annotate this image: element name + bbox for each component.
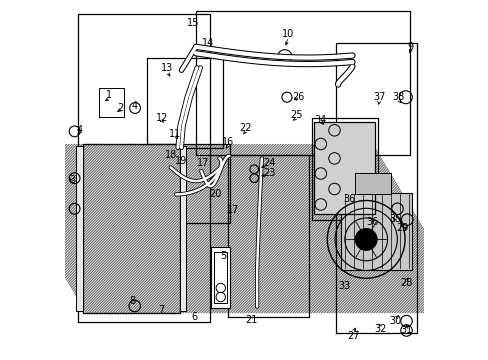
Text: 27: 27: [346, 330, 359, 341]
Text: 6: 6: [191, 312, 198, 322]
Circle shape: [355, 229, 376, 250]
Text: 7: 7: [158, 305, 164, 315]
Text: 37: 37: [372, 92, 385, 102]
Bar: [76, 146, 82, 311]
Text: 16: 16: [222, 137, 234, 147]
Text: 36: 36: [343, 194, 355, 204]
Text: 17: 17: [226, 204, 239, 215]
Text: 23: 23: [262, 168, 275, 178]
Text: 21: 21: [244, 315, 257, 325]
Text: 25: 25: [290, 110, 303, 120]
Text: 9: 9: [407, 42, 413, 52]
Bar: [355, 173, 390, 194]
Bar: [82, 144, 179, 313]
Text: 4: 4: [131, 101, 138, 111]
Text: 15: 15: [187, 18, 199, 28]
Text: 14: 14: [201, 38, 213, 48]
Bar: [340, 193, 411, 270]
Text: 10: 10: [281, 29, 293, 39]
Bar: [314, 122, 374, 214]
Text: 36: 36: [366, 217, 378, 228]
Text: 17: 17: [196, 158, 208, 168]
Text: 29: 29: [395, 222, 407, 233]
Text: 1: 1: [106, 90, 112, 100]
Text: 32: 32: [374, 324, 386, 334]
Bar: [179, 146, 186, 311]
Text: 31: 31: [400, 325, 412, 336]
Text: 35: 35: [389, 214, 401, 224]
Text: 19: 19: [175, 156, 187, 166]
Text: 8: 8: [129, 296, 135, 306]
Text: 26: 26: [292, 92, 304, 102]
Text: 3: 3: [69, 175, 75, 185]
Text: 22: 22: [239, 123, 251, 133]
Bar: [211, 247, 230, 308]
Text: 28: 28: [400, 278, 412, 288]
Text: 12: 12: [155, 113, 167, 123]
Text: 33: 33: [338, 281, 350, 291]
Text: 5: 5: [219, 251, 225, 261]
Text: 38: 38: [392, 92, 404, 102]
Text: 34: 34: [314, 114, 326, 125]
Text: 4: 4: [77, 125, 82, 135]
Bar: [214, 252, 227, 303]
Bar: [82, 144, 179, 313]
Text: 2: 2: [117, 103, 123, 113]
Text: 11: 11: [169, 129, 181, 139]
Text: 20: 20: [208, 189, 221, 199]
Text: 30: 30: [389, 316, 401, 326]
Text: 18: 18: [164, 150, 177, 160]
Text: 24: 24: [262, 158, 275, 168]
Text: 13: 13: [161, 63, 173, 73]
